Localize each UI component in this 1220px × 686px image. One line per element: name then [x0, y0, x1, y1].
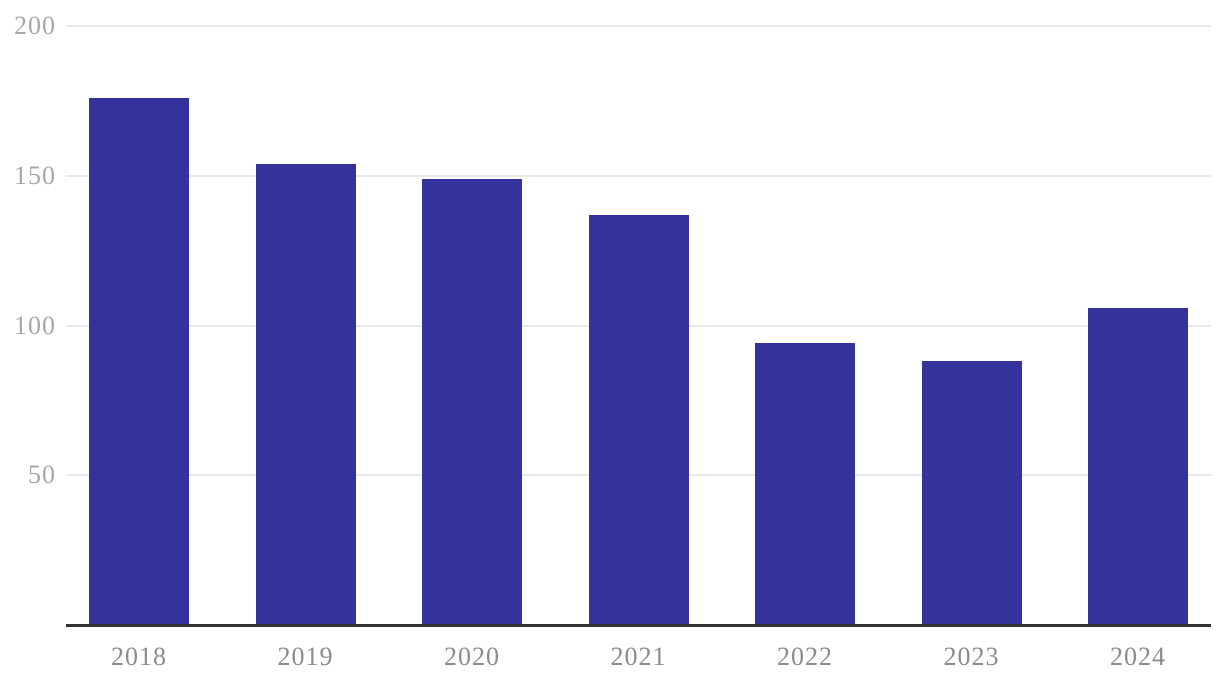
gridline-200: [66, 25, 1211, 27]
x-tick-label: 2020: [444, 642, 500, 671]
x-tick-label: 2021: [610, 642, 667, 671]
bar-2018: [89, 97, 189, 625]
bar-2021: [588, 214, 689, 625]
bar-2023: [921, 361, 1022, 625]
x-tick-label: 2019: [277, 642, 334, 671]
y-tick-label: 50: [28, 460, 56, 490]
x-axis-labels: 2018 2019 2020 2021 2022 2023 2024: [66, 627, 1211, 686]
y-tick-label: 200: [14, 11, 56, 40]
bar-2022: [755, 343, 855, 625]
bars: [66, 26, 1211, 625]
bar-2020: [422, 178, 522, 625]
x-tick-label: 2023: [943, 642, 1000, 671]
y-tick-label: 100: [14, 310, 56, 340]
x-axis-line: [66, 624, 1211, 627]
y-axis: 50 100 150 200: [0, 13, 56, 625]
bar-2024: [1088, 307, 1188, 625]
y-tick-label: 150: [14, 160, 56, 190]
bar-2019: [255, 163, 356, 625]
x-tick-label: 2022: [777, 642, 833, 671]
x-tick-label: 2024: [1110, 642, 1166, 671]
plot-area: [66, 25, 1211, 627]
gridline-150: [66, 174, 1211, 177]
x-tick-label: 2018: [111, 642, 167, 671]
